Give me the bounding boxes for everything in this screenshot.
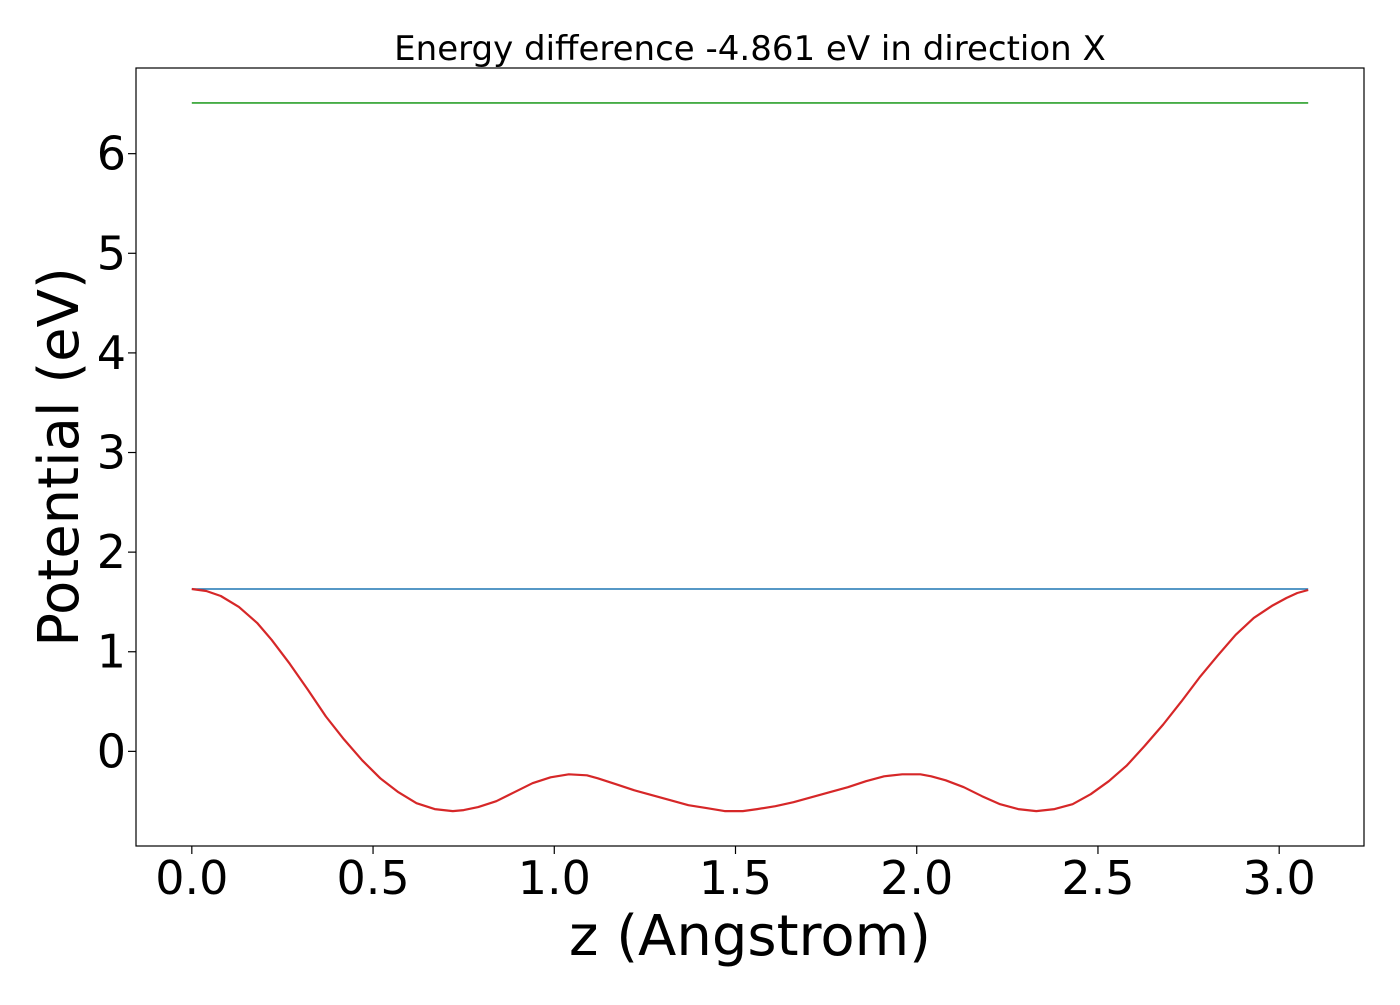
y-tick-label: 5 — [97, 226, 126, 280]
x-tick-label: 1.5 — [699, 851, 772, 905]
x-tick-label: 0.0 — [155, 851, 228, 905]
x-tick-label: 2.0 — [880, 851, 953, 905]
x-tick-label: 1.0 — [518, 851, 591, 905]
y-axis-label: Potential (eV) — [27, 267, 92, 647]
chart-title: Energy difference -4.861 eV in direction… — [394, 29, 1106, 69]
series-layer — [191, 102, 1309, 813]
plot-area — [135, 67, 1365, 847]
y-tick-label: 3 — [97, 426, 126, 480]
y-tick-label: 6 — [97, 127, 126, 181]
x-axis-ticks: 0.0 0.5 1.0 1.5 2.0 2.5 3.0 — [155, 846, 1316, 905]
x-tick-label: 0.5 — [336, 851, 409, 905]
y-tick-label: 4 — [97, 326, 126, 380]
y-tick-label: 1 — [97, 625, 126, 679]
x-tick-label: 2.5 — [1061, 851, 1134, 905]
potential-curve-line — [191, 587, 1309, 813]
y-axis-ticks: 0 1 2 3 4 5 6 — [97, 127, 136, 778]
y-tick-label: 2 — [97, 525, 126, 579]
x-tick-label: 3.0 — [1243, 851, 1316, 905]
y-tick-label: 0 — [97, 724, 126, 778]
x-axis-label: z (Angstrom) — [569, 904, 931, 969]
